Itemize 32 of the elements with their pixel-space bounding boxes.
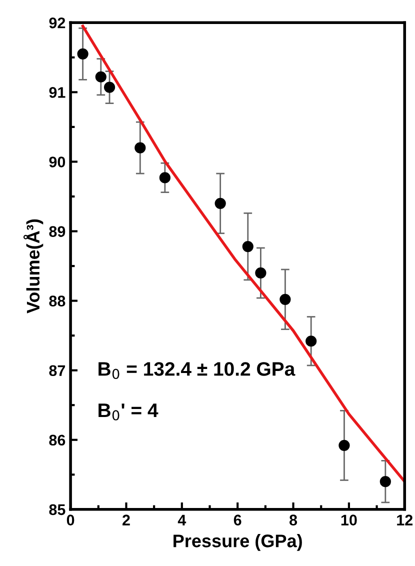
x-tick-label: 0 <box>66 514 74 526</box>
point <box>104 82 116 93</box>
point <box>242 240 254 252</box>
point <box>280 294 291 305</box>
x-tick-label: 12 <box>397 514 413 526</box>
x-tick-label: 10 <box>341 514 357 526</box>
point <box>95 71 106 82</box>
y-tick-label: 87 <box>49 365 66 376</box>
y-tick-label: 86 <box>49 434 66 446</box>
y-tick-label: 88 <box>49 296 66 306</box>
y-axis-title: Volume(Å³) <box>23 219 44 314</box>
annotation: B$_{0}$ = 132.4 ± 10.2 GPa <box>98 362 296 380</box>
point <box>159 172 170 184</box>
point <box>134 142 146 154</box>
point <box>380 476 391 488</box>
x-tick-label: 2 <box>122 514 130 526</box>
y-tick-label: 90 <box>49 156 66 168</box>
annotation: B$_{0}$' = 4 <box>98 404 158 420</box>
x-tick-label: 8 <box>290 514 298 526</box>
x-tick-label: 4 <box>178 514 186 526</box>
x-axis-title: Pressure (GPa) <box>174 534 302 551</box>
point <box>77 48 88 60</box>
point <box>338 440 350 451</box>
line-series <box>81 24 405 483</box>
point <box>255 267 266 279</box>
point <box>214 198 226 209</box>
x-tick-label: 6 <box>234 514 242 526</box>
y-tick-label: 85 <box>49 504 66 516</box>
y-tick-label: 92 <box>49 18 66 28</box>
point <box>306 336 317 347</box>
y-tick-label: 89 <box>49 226 66 237</box>
y-tick-label: 91 <box>49 87 66 98</box>
